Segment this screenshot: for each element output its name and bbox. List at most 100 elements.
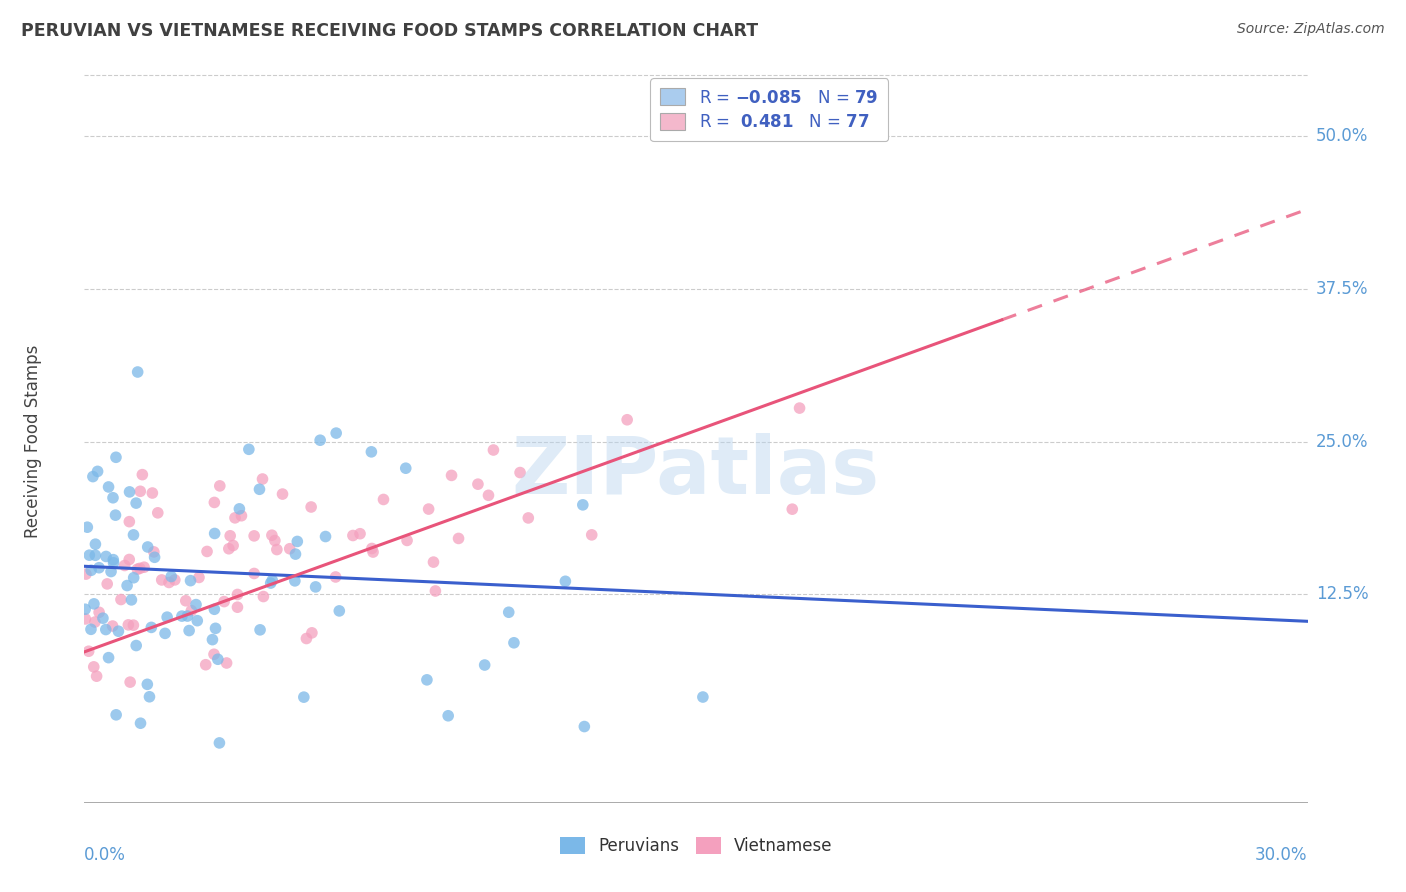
Point (97, 480, 120, 494)
Point (207, 652, 229, 666)
Point (122, 528, 145, 542)
Point (572, 498, 595, 512)
Point (128, 561, 150, 575)
Point (284, 574, 307, 588)
Point (103, 556, 125, 570)
Point (110, 592, 132, 607)
Point (160, 569, 183, 583)
Point (94, 623, 117, 637)
Point (82, 469, 104, 483)
Point (215, 656, 238, 670)
Point (86, 464, 108, 478)
Point (96, 577, 118, 591)
Point (77, 644, 100, 658)
Point (224, 511, 246, 525)
Point (201, 632, 224, 647)
Point (104, 450, 127, 465)
Point (188, 570, 211, 584)
Point (118, 484, 141, 499)
Point (477, 488, 499, 502)
Point (574, 720, 596, 734)
Point (129, 716, 152, 731)
Point (127, 365, 149, 379)
Point (425, 584, 447, 599)
Point (125, 639, 148, 653)
Point (75, 602, 97, 616)
Point (447, 532, 470, 546)
Point (120, 675, 142, 690)
Point (186, 614, 208, 628)
Point (194, 657, 217, 672)
Text: PERUVIAN VS VIETNAMESE RECEIVING FOOD STAMPS CORRELATION CHART: PERUVIAN VS VIETNAMESE RECEIVING FOOD ST… (21, 22, 758, 40)
Point (195, 544, 218, 558)
Legend: Peruvians, Vietnamese: Peruvians, Vietnamese (553, 830, 839, 862)
Point (104, 508, 127, 523)
Point (262, 574, 284, 588)
Point (264, 533, 287, 548)
Point (226, 587, 249, 601)
Text: Receiving Food Stamps: Receiving Food Stamps (24, 345, 42, 538)
Text: 30.0%: 30.0% (1256, 846, 1308, 863)
Point (361, 545, 384, 559)
Point (129, 484, 152, 499)
Point (342, 528, 364, 542)
Point (373, 492, 395, 507)
Text: ZIPatlas: ZIPatlas (512, 433, 880, 511)
Point (467, 477, 489, 491)
Point (136, 677, 159, 691)
Point (97, 650, 120, 665)
Point (231, 508, 253, 523)
Point (150, 573, 173, 587)
Text: Source: ZipAtlas.com: Source: ZipAtlas.com (1237, 22, 1385, 37)
Point (416, 673, 439, 687)
Text: 0.0%: 0.0% (84, 846, 127, 863)
Point (222, 539, 245, 553)
Point (143, 550, 166, 565)
Point (581, 528, 603, 542)
Point (616, 413, 638, 427)
Point (360, 445, 382, 459)
Point (118, 515, 141, 529)
Point (87, 605, 110, 619)
Point (249, 483, 271, 497)
Point (176, 609, 198, 624)
Point (284, 547, 307, 561)
Point (146, 506, 169, 520)
Point (243, 529, 266, 543)
Point (396, 533, 419, 548)
Point (84, 537, 107, 551)
Point (304, 580, 326, 594)
Point (360, 541, 382, 556)
Point (83, 660, 105, 674)
Point (127, 562, 149, 576)
Point (238, 442, 260, 457)
Point (252, 472, 274, 486)
Point (202, 495, 225, 509)
Point (75, 567, 97, 582)
Point (79, 548, 101, 562)
Point (503, 636, 526, 650)
Point (84, 549, 107, 563)
Point (75, 612, 97, 626)
Point (101, 491, 124, 505)
Point (219, 529, 242, 543)
Point (422, 555, 444, 569)
Point (120, 593, 142, 607)
Point (122, 618, 145, 632)
Point (418, 502, 440, 516)
Point (395, 461, 418, 475)
Point (252, 590, 274, 604)
Point (208, 479, 231, 493)
Point (202, 647, 225, 661)
Point (204, 621, 226, 635)
Point (218, 541, 240, 556)
Point (94, 549, 117, 564)
Point (204, 526, 226, 541)
Point (325, 426, 347, 441)
Point (118, 552, 141, 566)
Point (202, 602, 225, 616)
Point (132, 560, 155, 574)
Point (107, 624, 129, 639)
Point (80, 563, 103, 577)
Point (125, 496, 148, 510)
